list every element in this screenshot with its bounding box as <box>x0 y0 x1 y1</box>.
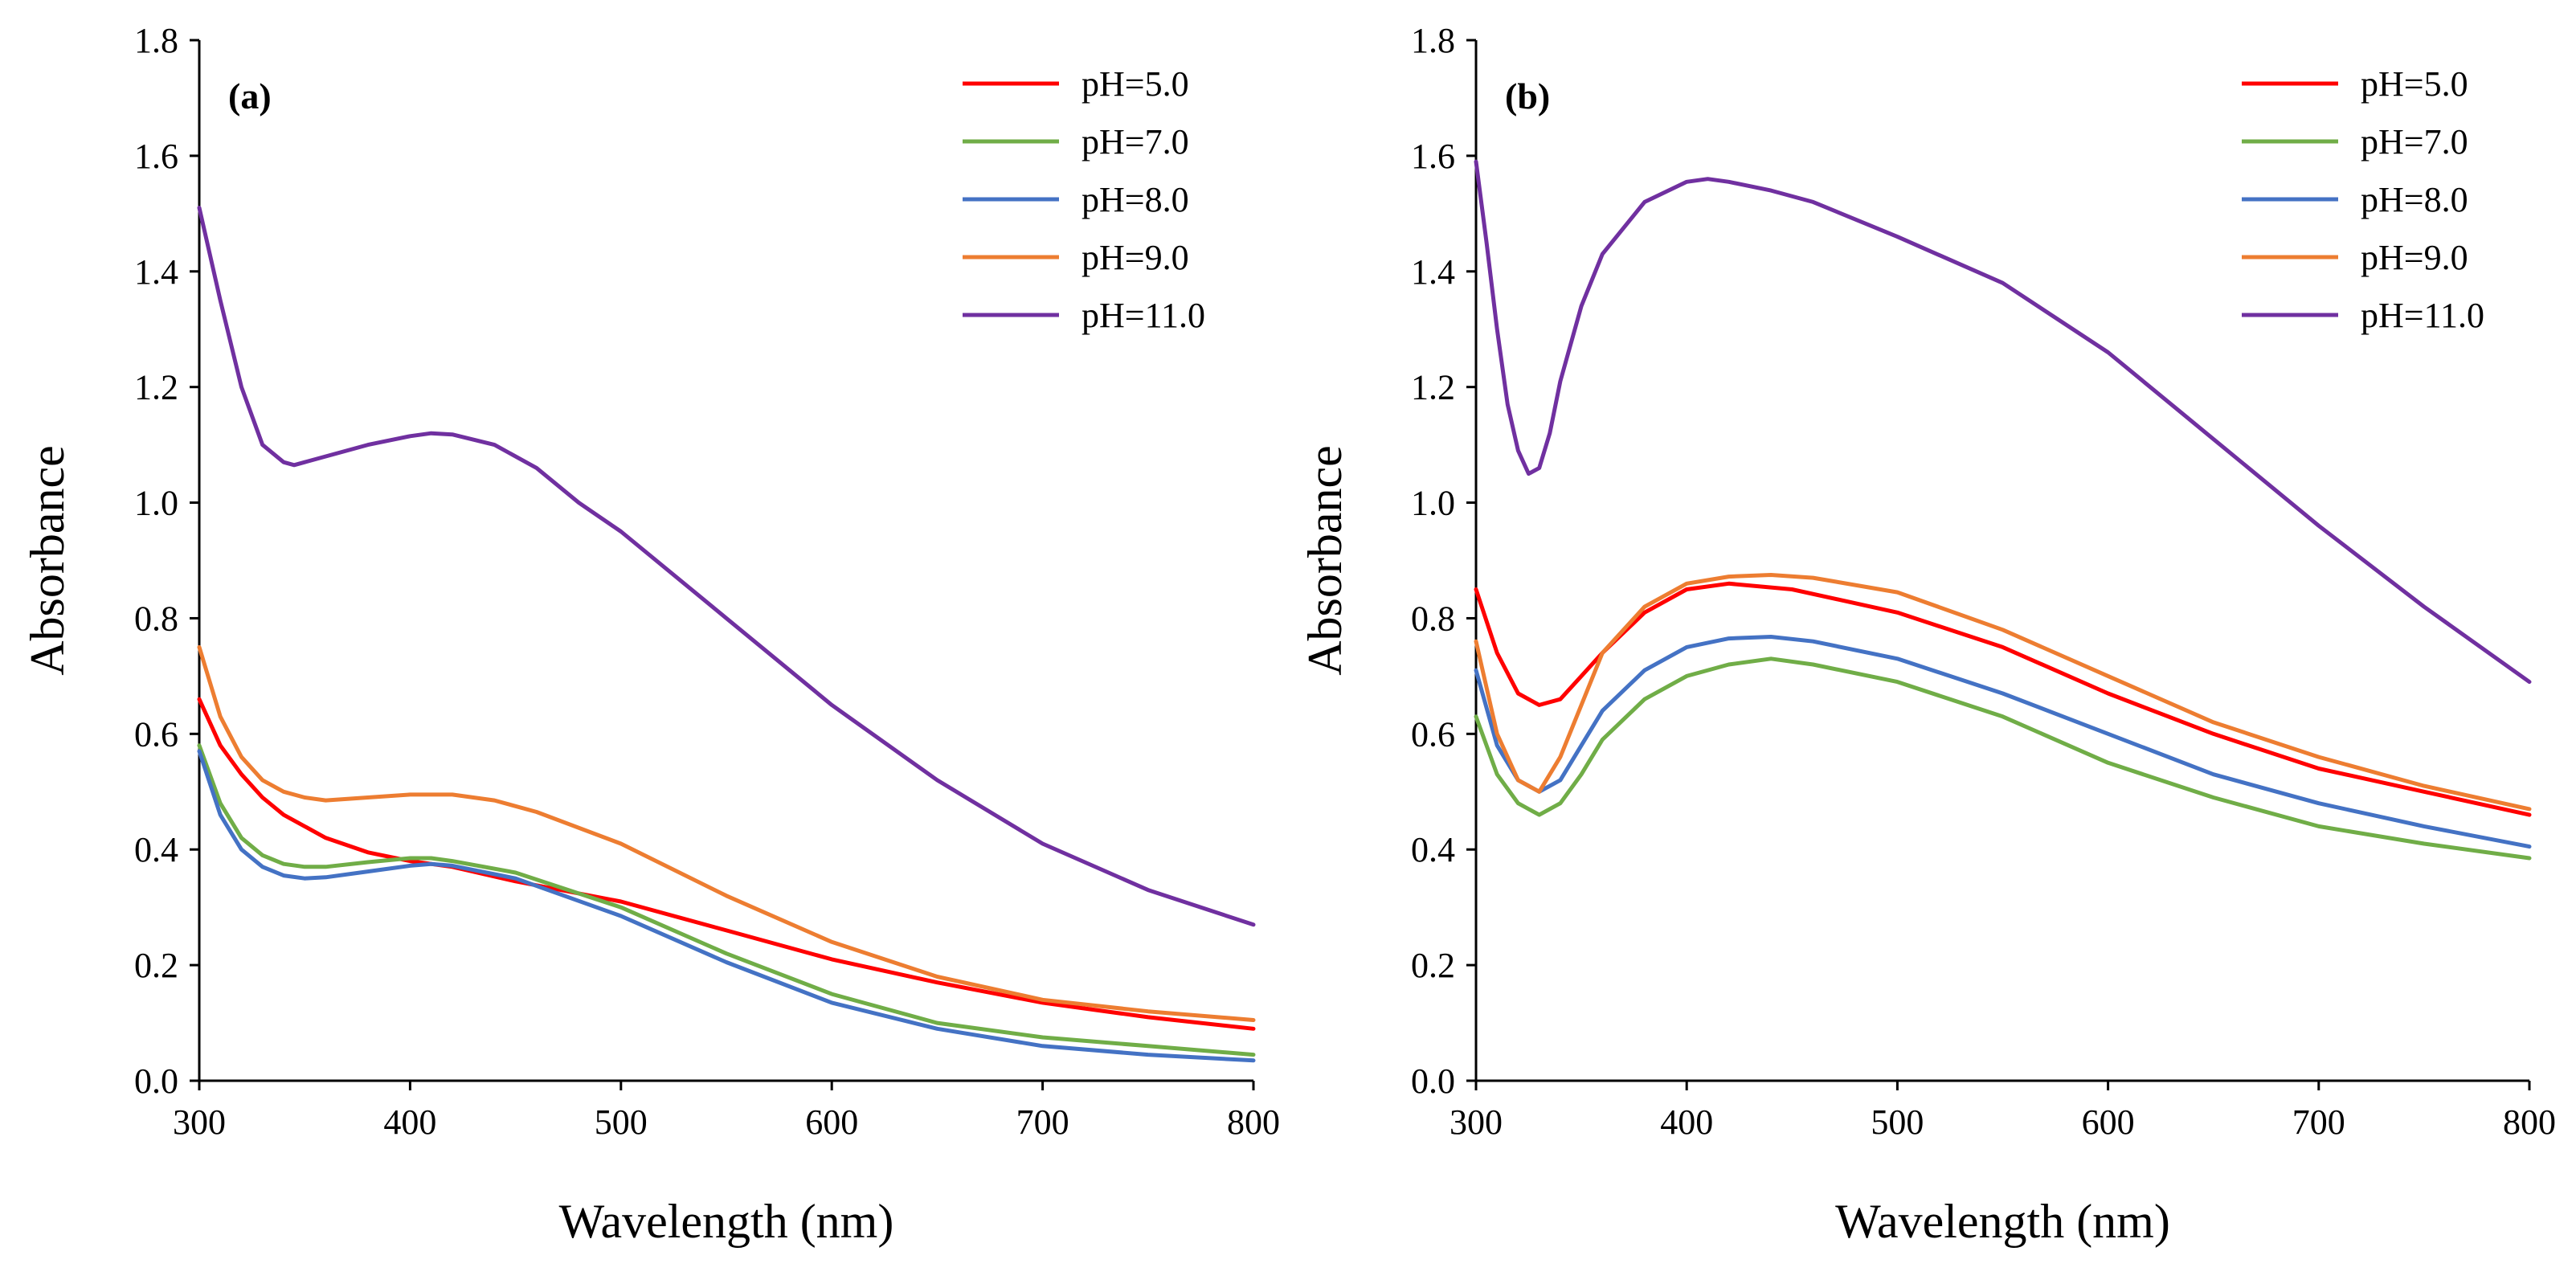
series-line-ph110 <box>197 206 1256 927</box>
series-line-ph90 <box>197 644 1256 1022</box>
legend-label: pH=5.0 <box>2361 64 2468 104</box>
series-line-ph110 <box>1474 159 2532 685</box>
legend-label: pH=8.0 <box>1082 180 1189 219</box>
y-tick-label: 0.8 <box>1411 599 1455 638</box>
legend-label: pH=11.0 <box>2361 296 2484 335</box>
x-axis-title: Wavelength (nm) <box>559 1195 894 1248</box>
series-line-ph70 <box>1474 656 2532 861</box>
y-axis-title: Absorbance <box>21 445 74 676</box>
series-line-ph80 <box>197 749 1256 1063</box>
y-tick-label: 1.4 <box>134 252 178 292</box>
y-tick-label: 1.6 <box>1411 137 1455 176</box>
y-tick-label: 0.2 <box>134 946 178 985</box>
series-line-ph90 <box>1474 573 2532 812</box>
y-tick-label: 0.0 <box>1411 1061 1455 1101</box>
x-axis-title: Wavelength (nm) <box>1835 1195 2170 1248</box>
x-tick-label: 300 <box>1450 1102 1503 1142</box>
x-tick-label: 600 <box>805 1102 858 1142</box>
x-tick-label: 500 <box>595 1102 648 1142</box>
legend-label: pH=9.0 <box>2361 238 2468 277</box>
y-tick-label: 1.6 <box>134 137 178 176</box>
y-tick-label: 0.2 <box>1411 946 1455 985</box>
x-tick-label: 600 <box>2082 1102 2135 1142</box>
y-tick-label: 1.8 <box>1411 21 1455 60</box>
legend-label: pH=8.0 <box>2361 180 2468 219</box>
y-axis-title: Absorbance <box>1298 445 1351 676</box>
panel-label: (a) <box>228 76 272 117</box>
series-line-ph50 <box>1474 581 2532 817</box>
chart-panel-b: 0.0 0.2 0.4 0.6 0.8 1.0 1.2 1.4 1.6 1.8 300 400 500 6… <box>1298 21 2556 1248</box>
x-tick-label: 300 <box>173 1102 226 1142</box>
y-tick-label: 1.0 <box>134 484 178 523</box>
legend-label: pH=5.0 <box>1082 64 1189 104</box>
y-tick-label: 1.2 <box>1411 368 1455 407</box>
x-tick-label: 400 <box>383 1102 436 1142</box>
x-tick-label: 500 <box>1871 1102 1924 1142</box>
x-tick-label: 800 <box>1227 1102 1280 1142</box>
y-tick-label: 1.2 <box>134 368 178 407</box>
y-tick-label: 0.4 <box>1411 830 1455 869</box>
x-tick-label: 700 <box>1016 1102 1069 1142</box>
panel-label: (b) <box>1505 76 1550 117</box>
x-tick-label: 800 <box>2503 1102 2556 1142</box>
y-tick-label: 1.0 <box>1411 484 1455 523</box>
y-tick-label: 0.6 <box>1411 714 1455 754</box>
x-tick-label: 400 <box>1660 1102 1713 1142</box>
legend-label: pH=7.0 <box>1082 122 1189 162</box>
series-line-ph80 <box>1474 635 2532 849</box>
x-tick-label: 700 <box>2292 1102 2345 1142</box>
y-tick-label: 1.4 <box>1411 252 1455 292</box>
y-tick-label: 0.8 <box>134 599 178 638</box>
legend-label: pH=11.0 <box>1082 296 1205 335</box>
y-tick-label: 0.0 <box>134 1061 178 1101</box>
y-tick-label: 0.6 <box>134 714 178 754</box>
y-tick-label: 1.8 <box>134 21 178 60</box>
chart-panel-a: 0.0 0.2 0.4 0.6 0.8 1.0 1.2 1.4 1.6 1.8 300 400 500 6… <box>21 21 1280 1248</box>
legend-label: pH=9.0 <box>1082 238 1189 277</box>
series-line-ph70 <box>197 743 1256 1057</box>
legend-label: pH=7.0 <box>2361 122 2468 162</box>
y-tick-label: 0.4 <box>134 830 178 869</box>
